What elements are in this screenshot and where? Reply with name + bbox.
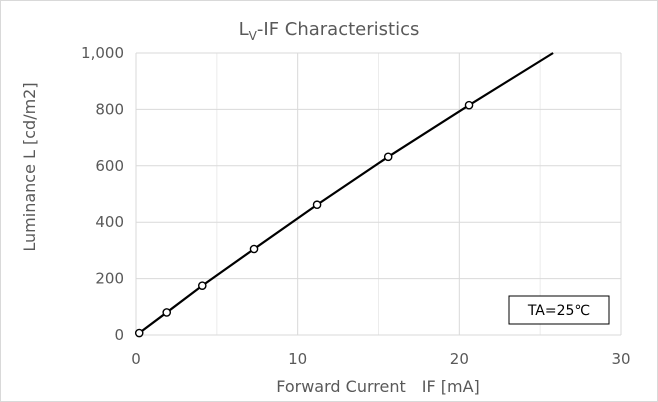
annotation-box bbox=[508, 295, 610, 325]
chart-title-main: L bbox=[239, 19, 249, 40]
grid bbox=[135, 52, 622, 336]
y-tick-label: 200 bbox=[95, 270, 124, 288]
y-tick-label: 600 bbox=[95, 157, 124, 175]
series-line bbox=[138, 52, 554, 334]
data-point bbox=[383, 152, 393, 162]
annotation-text: TA=25℃ bbox=[527, 303, 590, 319]
data-series bbox=[134, 52, 554, 338]
data-point bbox=[249, 244, 259, 254]
y-axis-title: Luminance L [cd/m2] bbox=[20, 82, 39, 251]
x-tick-label: 30 bbox=[611, 350, 630, 368]
data-point bbox=[162, 308, 172, 317]
x-tick-label: 20 bbox=[450, 350, 469, 368]
data-point bbox=[134, 328, 144, 338]
x-tick-label: 10 bbox=[288, 350, 307, 368]
y-tick-label: 800 bbox=[95, 100, 124, 118]
chart-title: LV-IF Characteristics bbox=[239, 19, 420, 43]
data-point bbox=[312, 200, 322, 210]
chart-title-rest: -IF Characteristics bbox=[257, 19, 419, 40]
data-point bbox=[464, 100, 474, 110]
x-axis-title: Forward Current IF [mA] bbox=[276, 377, 480, 396]
temperature-annotation: TA=25℃ bbox=[508, 295, 610, 325]
chart-title-subscript: V bbox=[249, 29, 258, 43]
y-tick-label: 1,000 bbox=[81, 44, 124, 62]
x-tick-label: 0 bbox=[131, 350, 141, 368]
y-tick-label: 0 bbox=[114, 326, 124, 344]
y-tick-labels: 0 200 400 600 800 1,000 bbox=[81, 44, 124, 344]
data-point bbox=[197, 281, 207, 290]
x-tick-labels: 0 10 20 30 bbox=[131, 350, 630, 368]
y-tick-label: 400 bbox=[95, 213, 124, 231]
